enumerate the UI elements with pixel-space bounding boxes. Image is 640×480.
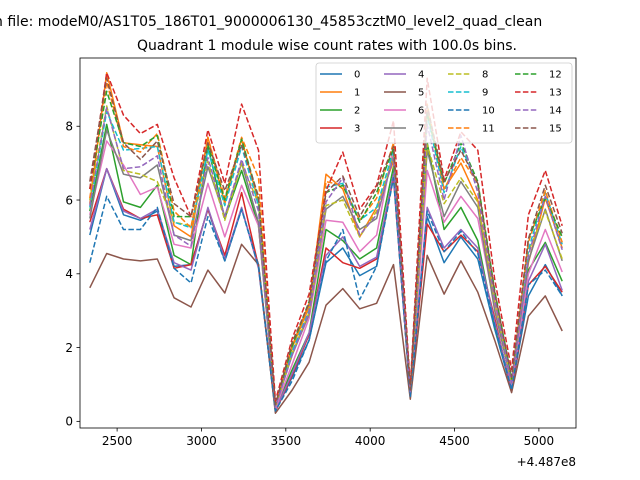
legend-label-15: 15 [549,124,562,135]
legend-frame [315,62,573,144]
y-tick-label: 0 [65,415,73,429]
series-line-4 [89,167,563,412]
chart-title: Quadrant 1 module wise count rates with … [137,38,517,54]
series-line-10 [89,177,563,412]
x-tick-label: 3000 [186,434,217,448]
series-line-8 [89,105,563,408]
x-tick-label: 4500 [439,434,470,448]
legend-label-1: 1 [354,88,360,99]
legend-label-10: 10 [482,106,495,117]
legend-label-12: 12 [549,70,562,81]
series-line-2 [89,123,563,410]
legend-label-7: 7 [418,124,424,135]
series-layer [89,72,563,414]
y-tick-label: 8 [65,120,73,134]
legend-label-0: 0 [354,70,360,81]
legend-label-8: 8 [482,70,488,81]
x-axis-offset-label: +4.487e8 [517,455,576,469]
x-tick-label: 4000 [355,434,386,448]
legend-label-14: 14 [549,106,562,117]
legend-label-5: 5 [418,88,424,99]
plot-frame [79,57,577,429]
y-tick-label: 6 [65,193,73,207]
y-tick-label: 4 [65,267,73,281]
x-tick-label: 2500 [102,434,133,448]
y-tick-label: 2 [65,341,73,355]
legend-label-4: 4 [418,70,424,81]
x-tick-label: 5000 [524,434,555,448]
series-line-15 [89,77,563,406]
legend-label-6: 6 [418,106,424,117]
legend-label-9: 9 [482,88,488,99]
series-line-9 [89,110,563,408]
legend-label-13: 13 [549,88,562,99]
legend-label-2: 2 [354,106,360,117]
figure-suptitle: n file: modeM0/AS1T05_186T01_9000006130_… [0,14,542,30]
series-line-5 [89,243,563,414]
legend-label-11: 11 [482,124,495,135]
series-line-1 [89,72,563,408]
legend-label-3: 3 [354,124,360,135]
axis-ticks: 2500 3000 3500 4000 4500 5000 0 2 4 6 8 [65,120,554,448]
x-tick-label: 3500 [271,434,302,448]
series-line-14 [89,107,563,408]
series-line-6 [89,140,563,410]
series-line-13 [89,72,563,402]
